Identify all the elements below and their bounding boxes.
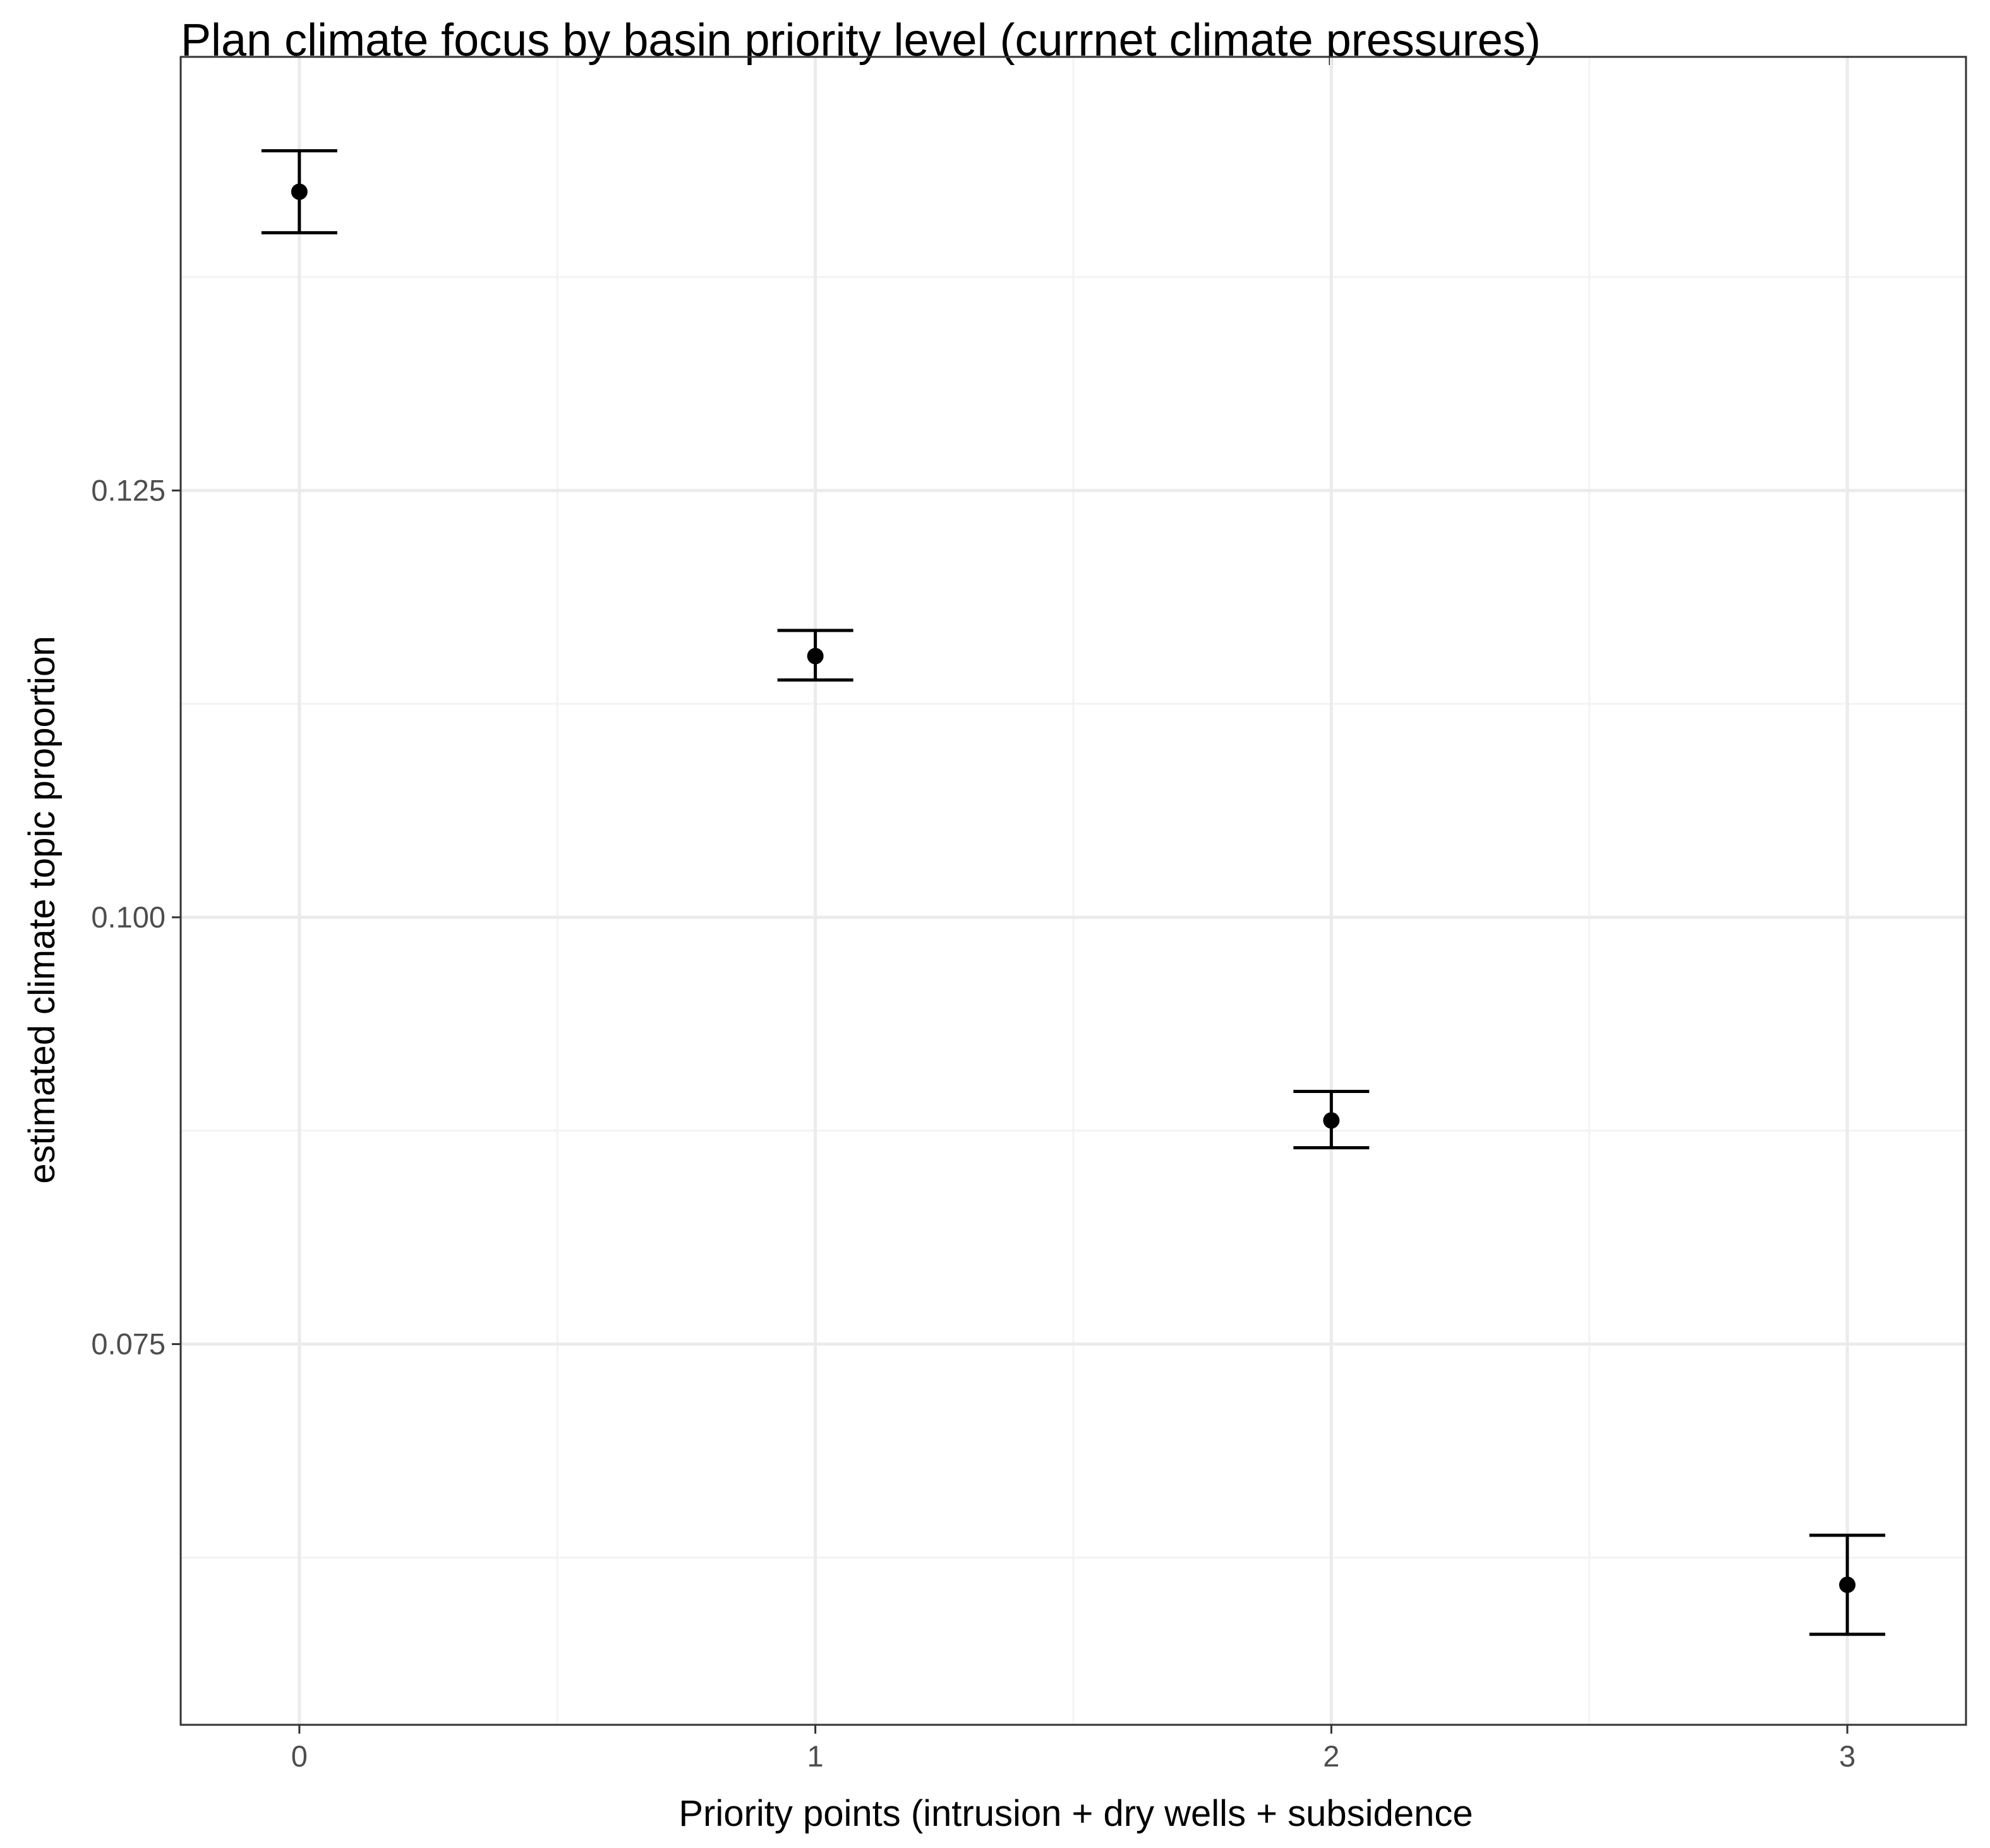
data-point xyxy=(807,648,824,665)
x-axis-title: Priority points (intrusion + dry wells +… xyxy=(678,1793,1473,1834)
chart-title: Plan climate focus by basin priority lev… xyxy=(181,15,1541,66)
x-tick-label: 2 xyxy=(1323,1739,1339,1773)
y-tick-label: 0.125 xyxy=(91,473,166,507)
plot-area: 0 1 2 3 0.075 0.100 0.125 xyxy=(91,56,1967,1773)
x-tick-label: 3 xyxy=(1839,1739,1855,1773)
panel-border xyxy=(179,56,1967,1726)
data-point xyxy=(1839,1576,1856,1593)
y-tick-label: 0.100 xyxy=(91,900,166,934)
data-point xyxy=(1323,1112,1340,1129)
x-tick-label: 0 xyxy=(291,1739,308,1773)
data-point xyxy=(291,183,308,200)
y-axis-title: estimated climate topic proportion xyxy=(21,636,63,1183)
x-tick-label: 1 xyxy=(807,1739,824,1773)
y-tick-label: 0.075 xyxy=(91,1327,166,1360)
